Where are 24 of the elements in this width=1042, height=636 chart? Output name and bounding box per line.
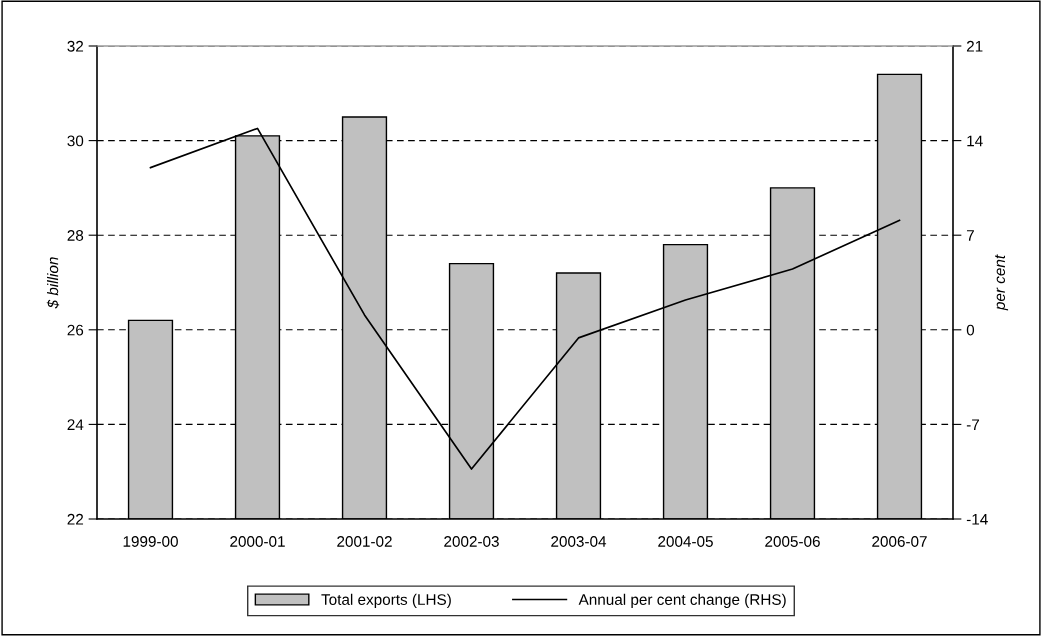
legend-label: Annual per cent change (RHS) [578, 593, 786, 608]
y2-tick-label: -7 [966, 419, 980, 430]
legend-label: Total exports (LHS) [321, 593, 451, 608]
y-tick-label: 28 [67, 230, 84, 241]
x-tick-label: 2002-03 [444, 536, 499, 547]
x-tick-label: 2000-01 [230, 536, 285, 547]
y2-axis-title: per cent [995, 254, 1009, 311]
x-tick-label: 2004-05 [658, 536, 713, 547]
x-tick-label: 2005-06 [765, 536, 820, 547]
x-tick-label: 1999-00 [123, 536, 178, 547]
y2-tick-label: 0 [966, 324, 975, 336]
y-tick-label: 24 [67, 419, 84, 430]
y2-tick-label: 21 [966, 40, 983, 52]
y-axis-title: $ billion [46, 257, 60, 309]
x-tick-label: 2006-07 [872, 536, 927, 547]
y-tick-label: 22 [67, 513, 84, 525]
y2-tick-label: -14 [966, 514, 988, 525]
y2-tick-label: 14 [967, 135, 983, 147]
y-tick-label: 32 [67, 40, 84, 52]
x-tick-label: 2001-02 [337, 536, 392, 547]
y-tick-label: 26 [67, 324, 84, 336]
x-tick-label: 2003-04 [551, 536, 607, 547]
y2-tick-label: 7 [966, 230, 974, 241]
y-tick-label: 30 [67, 135, 84, 147]
